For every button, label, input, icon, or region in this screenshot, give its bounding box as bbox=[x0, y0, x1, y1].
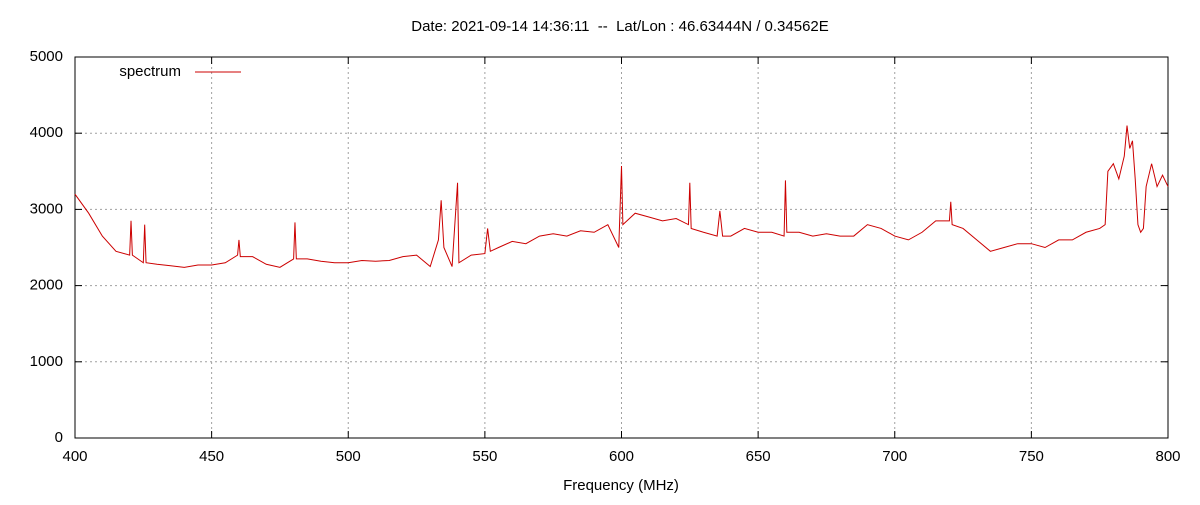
y-tick-label: 3000 bbox=[30, 200, 63, 217]
x-tick-label: 700 bbox=[882, 448, 907, 465]
y-tick-label: 5000 bbox=[30, 48, 63, 65]
legend-label: spectrum bbox=[119, 63, 181, 80]
x-tick-label: 550 bbox=[472, 448, 497, 465]
x-tick-label: 500 bbox=[336, 448, 361, 465]
y-tick-label: 2000 bbox=[30, 277, 63, 294]
y-tick-label: 4000 bbox=[30, 124, 63, 141]
x-tick-label: 450 bbox=[199, 448, 224, 465]
x-tick-label: 650 bbox=[746, 448, 771, 465]
y-tick-label: 1000 bbox=[30, 353, 63, 370]
y-tick-label: 0 bbox=[55, 429, 63, 446]
data-line bbox=[74, 125, 1169, 268]
plot-frame bbox=[74, 56, 1169, 439]
x-tick-label: 400 bbox=[62, 448, 87, 465]
chart-title: Date: 2021-09-14 14:36:11 -- Lat/Lon : 4… bbox=[411, 18, 829, 35]
x-tick-label: 600 bbox=[609, 448, 634, 465]
x-axis-label: Frequency (MHz) bbox=[563, 477, 679, 494]
x-tick-label: 800 bbox=[1155, 448, 1180, 465]
x-tick-label: 750 bbox=[1019, 448, 1044, 465]
